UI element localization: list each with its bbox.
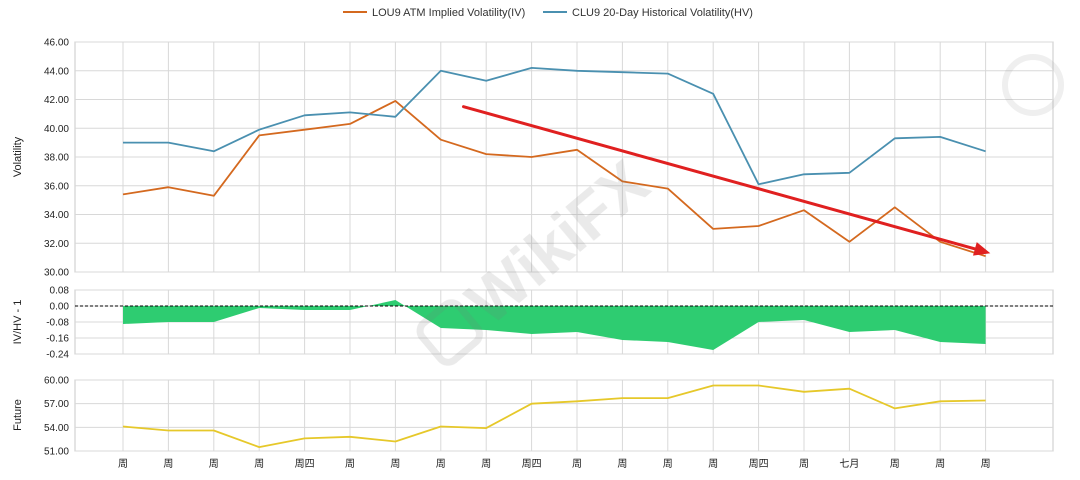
x-tick-label: 周: [163, 458, 173, 470]
x-tick-label: 七月: [839, 458, 859, 470]
y-tick-label: 57.00: [44, 399, 69, 410]
x-axis: 周 周 周 周 周四 周 周 周 周 周四 周 周 周 周 周四 周 七月 周 周 周: [118, 458, 991, 470]
x-tick-label: 周四: [522, 458, 542, 470]
x-tick-label: 周: [890, 458, 900, 470]
x-tick-label: 周: [209, 458, 219, 470]
x-tick-label: 周四: [749, 458, 769, 470]
y-tick-label: 44.00: [44, 66, 69, 77]
y-axis-label: Future: [12, 399, 24, 431]
x-tick-label: 周: [663, 458, 673, 470]
x-tick-label: 周: [981, 458, 991, 470]
y-tick-label: 30.00: [44, 268, 69, 279]
x-tick-label: 周: [481, 458, 491, 470]
y-tick-label: 32.00: [44, 239, 69, 250]
x-tick-label: 周: [799, 458, 809, 470]
y-tick-label: 42.00: [44, 95, 69, 106]
y-tick-label: 0.00: [50, 302, 70, 313]
plot-area: [75, 380, 1053, 451]
y-tick-label: 36.00: [44, 181, 69, 192]
x-tick-label: 周: [345, 458, 355, 470]
y-axis-label: IV/HV - 1: [12, 300, 24, 345]
legend-hv-label: CLU9 20-Day Historical Volatility(HV): [572, 7, 753, 19]
x-tick-label: 周: [390, 458, 400, 470]
x-tick-label: 周: [572, 458, 582, 470]
y-tick-label: 60.00: [44, 376, 69, 387]
x-tick-label: 周: [708, 458, 718, 470]
x-tick-label: 周四: [295, 458, 315, 470]
future-panel: 60.00 57.00 54.00 51.00 Future: [12, 376, 1053, 458]
y-tick-label: 54.00: [44, 423, 69, 434]
y-tick-label: -0.08: [46, 318, 69, 329]
y-tick-label: 46.00: [44, 38, 69, 49]
x-tick-label: 周: [254, 458, 264, 470]
legend-iv-label: LOU9 ATM Implied Volatility(IV): [372, 7, 525, 19]
x-tick-label: 周: [617, 458, 627, 470]
y-tick-label: 0.08: [50, 286, 70, 297]
y-tick-label: 38.00: [44, 153, 69, 164]
y-tick-label: 40.00: [44, 124, 69, 135]
legend: LOU9 ATM Implied Volatility(IV) CLU9 20-…: [343, 7, 753, 19]
y-tick-label: 51.00: [44, 447, 69, 458]
x-tick-label: 周: [436, 458, 446, 470]
y-axis-label: Volatility: [12, 136, 24, 177]
y-tick-label: -0.16: [46, 334, 69, 345]
y-tick-label: -0.24: [46, 350, 69, 361]
y-tick-label: 34.00: [44, 210, 69, 221]
x-tick-label: 周: [118, 458, 128, 470]
x-tick-label: 周: [935, 458, 945, 470]
